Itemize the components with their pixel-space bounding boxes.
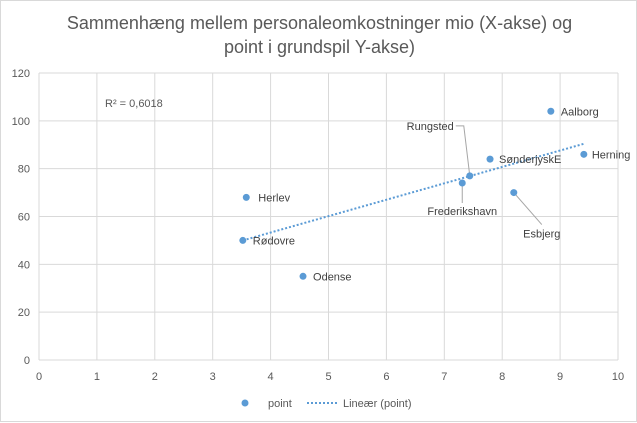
data-label: Esbjerg: [523, 229, 560, 241]
y-tick-label: 40: [18, 259, 30, 271]
y-tick-label: 0: [24, 355, 30, 367]
x-tick-label: 3: [210, 371, 216, 383]
y-tick-label: 80: [18, 164, 30, 176]
legend-marker-point: [241, 399, 249, 407]
x-tick-label: 0: [36, 371, 42, 383]
x-tick-label: 8: [499, 371, 505, 383]
x-tick-label: 4: [268, 371, 274, 383]
x-tick-label: 9: [557, 371, 563, 383]
data-point: [486, 155, 494, 163]
y-tick-label: 20: [18, 307, 30, 319]
data-point: [242, 193, 250, 201]
legend-label-trendline: Lineær (point): [343, 398, 411, 410]
x-tick-label: 10: [612, 371, 624, 383]
x-tick-label: 2: [152, 371, 158, 383]
data-label: Herlev: [258, 192, 290, 204]
data-point: [458, 179, 466, 187]
data-label: Frederikshavn: [427, 206, 497, 218]
leader-line: [455, 125, 471, 176]
y-tick-label: 100: [12, 116, 30, 128]
data-label: Rungsted: [407, 121, 454, 133]
data-point: [239, 236, 247, 244]
data-point: [510, 189, 518, 197]
x-tick-label: 6: [383, 371, 389, 383]
x-tick-label: 1: [94, 371, 100, 383]
trendline: [242, 142, 585, 242]
x-tick-label: 7: [441, 371, 447, 383]
data-label: SønderjyskE: [499, 154, 561, 166]
legend-label-point: point: [268, 398, 292, 410]
chart-title-line-1: Sammenhæng mellem personaleomkostninger …: [66, 13, 573, 33]
data-point: [299, 272, 307, 280]
r-squared-label: R² = 0,6018: [105, 98, 163, 110]
leader-line: [513, 192, 543, 225]
data-label: Herning: [592, 149, 631, 161]
data-point: [580, 150, 588, 158]
y-tick-label: 120: [12, 68, 30, 80]
data-label: Odense: [313, 271, 352, 283]
chart-title-line-2: point i grundspil Y-akse): [223, 37, 416, 57]
data-point: [466, 172, 474, 180]
data-label: Aalborg: [561, 106, 599, 118]
y-tick-label: 60: [18, 212, 30, 224]
data-label: Rødovre: [253, 235, 295, 247]
x-tick-label: 5: [325, 371, 331, 383]
data-point: [547, 107, 555, 115]
